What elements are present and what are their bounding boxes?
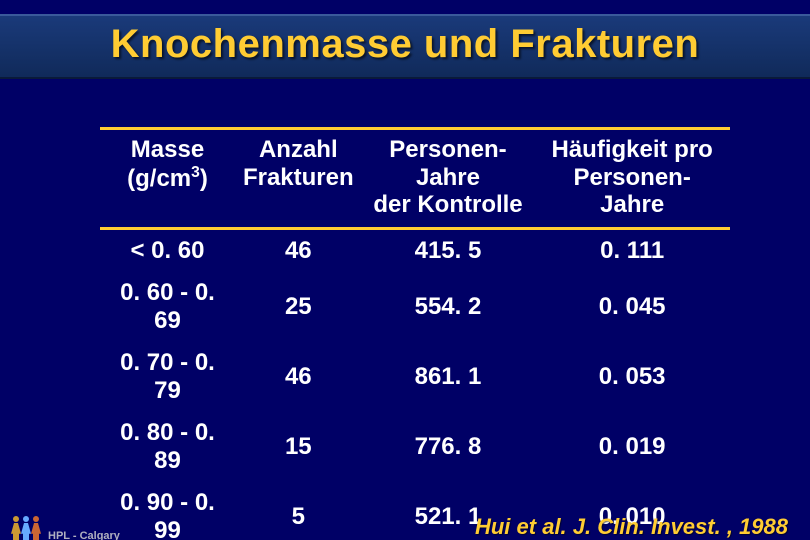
slide-title: Knochenmasse und Frakturen bbox=[0, 22, 810, 67]
logo: HPL - Calgary bbox=[12, 516, 120, 540]
table-row: < 0. 60 46 415. 5 0. 111 bbox=[100, 228, 730, 272]
data-table: Masse (g/cm3) Anzahl Frakturen Personen-… bbox=[100, 127, 730, 540]
col-header-masse: Masse (g/cm3) bbox=[100, 129, 235, 229]
col-header-personen: Personen-Jahre der Kontrolle bbox=[362, 129, 535, 229]
table-body: < 0. 60 46 415. 5 0. 111 0. 60 - 0. 69 2… bbox=[100, 228, 730, 540]
logo-text: HPL - Calgary bbox=[48, 530, 120, 540]
logo-figures-icon bbox=[12, 516, 42, 540]
title-bar: Knochenmasse und Frakturen bbox=[0, 14, 810, 79]
citation: Hui et al. J. Clin. Invest. , 1988 bbox=[475, 514, 788, 540]
table-row: 0. 70 - 0. 79 46 861. 1 0. 053 bbox=[100, 342, 730, 412]
table-row: 0. 60 - 0. 69 25 554. 2 0. 045 bbox=[100, 272, 730, 342]
table-header: Masse (g/cm3) Anzahl Frakturen Personen-… bbox=[100, 129, 730, 229]
table-row: 0. 80 - 0. 89 15 776. 8 0. 019 bbox=[100, 412, 730, 482]
data-table-wrap: Masse (g/cm3) Anzahl Frakturen Personen-… bbox=[100, 127, 730, 540]
col-header-haufig: Häufigkeit pro Personen-Jahre bbox=[534, 129, 730, 229]
col-header-anzahl: Anzahl Frakturen bbox=[235, 129, 362, 229]
